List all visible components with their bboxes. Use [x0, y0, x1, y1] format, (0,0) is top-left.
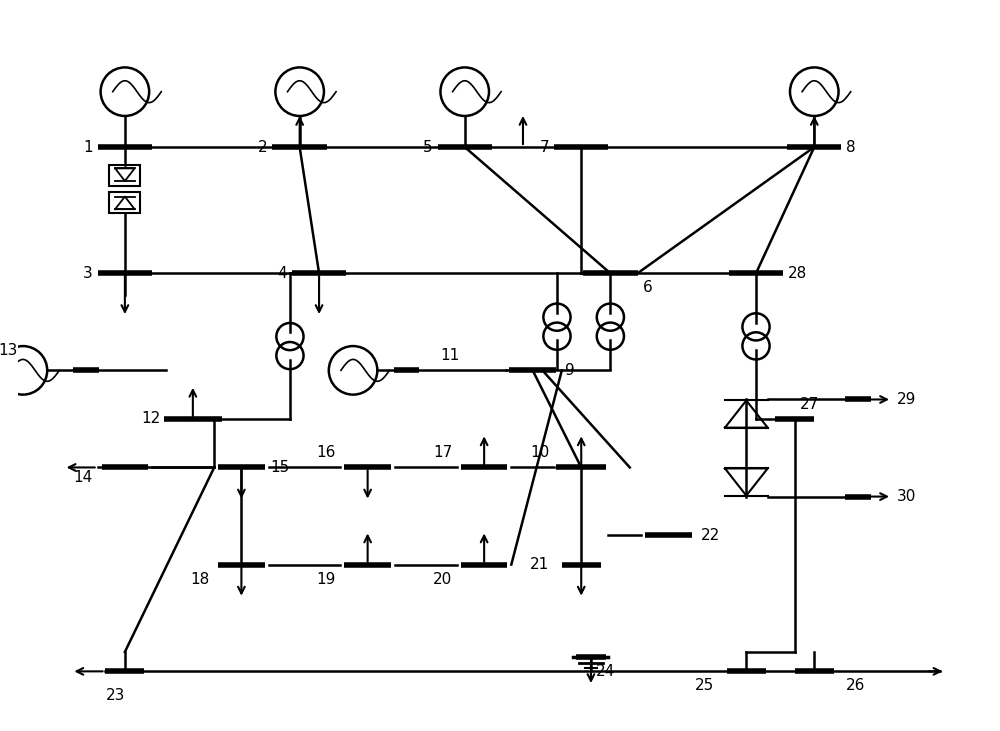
Text: 23: 23: [105, 688, 125, 703]
Bar: [109, 164, 140, 186]
Text: 27: 27: [800, 397, 819, 412]
Text: 2: 2: [258, 140, 268, 154]
Text: 9: 9: [565, 363, 574, 378]
Text: 28: 28: [788, 266, 807, 281]
Text: 11: 11: [440, 348, 460, 363]
Text: 24: 24: [596, 664, 615, 679]
Text: 12: 12: [142, 412, 161, 426]
Bar: [109, 192, 140, 213]
Text: 8: 8: [846, 140, 856, 154]
Text: 22: 22: [701, 528, 720, 543]
Text: 29: 29: [897, 392, 916, 407]
Text: 16: 16: [316, 445, 336, 461]
Text: 14: 14: [74, 469, 93, 485]
Text: 17: 17: [433, 445, 452, 461]
Text: 15: 15: [271, 460, 290, 475]
Text: 20: 20: [433, 572, 452, 586]
Text: 6: 6: [642, 280, 652, 295]
Text: 25: 25: [695, 678, 714, 694]
Text: 18: 18: [190, 572, 209, 586]
Text: 7: 7: [540, 140, 549, 154]
Text: 4: 4: [277, 266, 287, 281]
Text: 26: 26: [846, 678, 866, 694]
Text: 10: 10: [530, 445, 549, 461]
Text: 19: 19: [316, 572, 336, 586]
Text: 13: 13: [0, 344, 18, 358]
Text: 1: 1: [83, 140, 93, 154]
Text: 30: 30: [897, 489, 916, 504]
Text: 21: 21: [530, 557, 549, 572]
Text: 3: 3: [83, 266, 93, 281]
Text: 5: 5: [423, 140, 433, 154]
